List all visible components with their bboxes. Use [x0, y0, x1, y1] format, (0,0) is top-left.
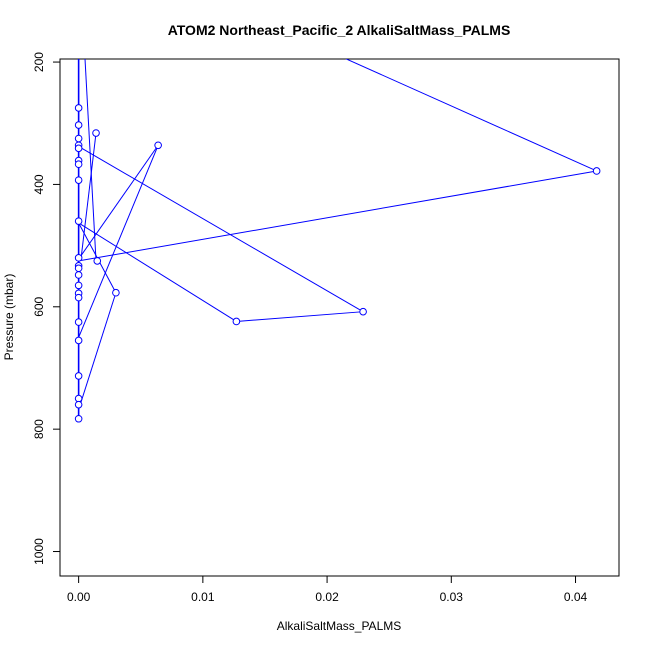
- data-point: [74, 318, 83, 326]
- data-point: [74, 400, 83, 409]
- y-tick-label: 600: [32, 296, 46, 316]
- data-point: [74, 254, 83, 262]
- data-point: [74, 271, 83, 279]
- data-point: [74, 394, 83, 403]
- data-point: [112, 288, 120, 297]
- series-line-segment: [84, 59, 97, 261]
- data-point: [592, 167, 601, 175]
- series-line-segment: [78, 146, 364, 313]
- plot-area-frame: [59, 58, 620, 577]
- data-point: [74, 160, 83, 169]
- series-line-segment: [80, 132, 97, 258]
- data-point: [92, 129, 100, 137]
- y-tick-label: 800: [32, 419, 46, 439]
- data-point: [74, 281, 83, 290]
- data-point: [74, 121, 83, 129]
- data-point: [74, 293, 83, 302]
- data-point: [359, 307, 367, 316]
- data-point: [74, 414, 83, 423]
- data-point: [74, 217, 83, 225]
- y-axis: 200 400 600 800 1000: [32, 52, 61, 565]
- data-point: [74, 104, 83, 112]
- series-line-segment: [78, 222, 237, 322]
- series-line-segment: [78, 170, 597, 262]
- series-line-segment: [78, 145, 159, 338]
- x-tick-label: 0.00: [67, 590, 91, 604]
- data-point: [74, 144, 83, 153]
- series-line-segment: [236, 311, 364, 322]
- x-tick-label: 0.01: [191, 590, 215, 604]
- series-line-segment: [78, 144, 159, 260]
- chart-title: ATOM2 Northeast_Pacific_2 AlkaliSaltMass…: [168, 22, 511, 38]
- y-tick-label: 400: [32, 174, 46, 194]
- data-point: [74, 372, 83, 380]
- data-point: [74, 176, 83, 184]
- plot-area: [74, 59, 601, 423]
- x-tick-label: 0.02: [315, 590, 339, 604]
- x-tick-label: 0.03: [440, 590, 464, 604]
- x-axis-label: AlkaliSaltMass_PALMS: [277, 619, 402, 633]
- data-point: [93, 257, 102, 265]
- data-point: [74, 264, 83, 273]
- x-axis: 0.00 0.01 0.02 0.03 0.04: [67, 575, 588, 604]
- data-point: [232, 317, 241, 326]
- data-point: [74, 134, 83, 143]
- series-line-segment: [345, 59, 597, 172]
- y-tick-label: 200: [32, 52, 46, 72]
- y-axis-label: Pressure (mbar): [2, 274, 16, 361]
- series-line-segment: [78, 292, 117, 410]
- y-tick-label: 1000: [32, 538, 46, 565]
- data-point: [154, 141, 162, 150]
- data-point: [74, 336, 83, 345]
- x-tick-label: 0.04: [564, 590, 588, 604]
